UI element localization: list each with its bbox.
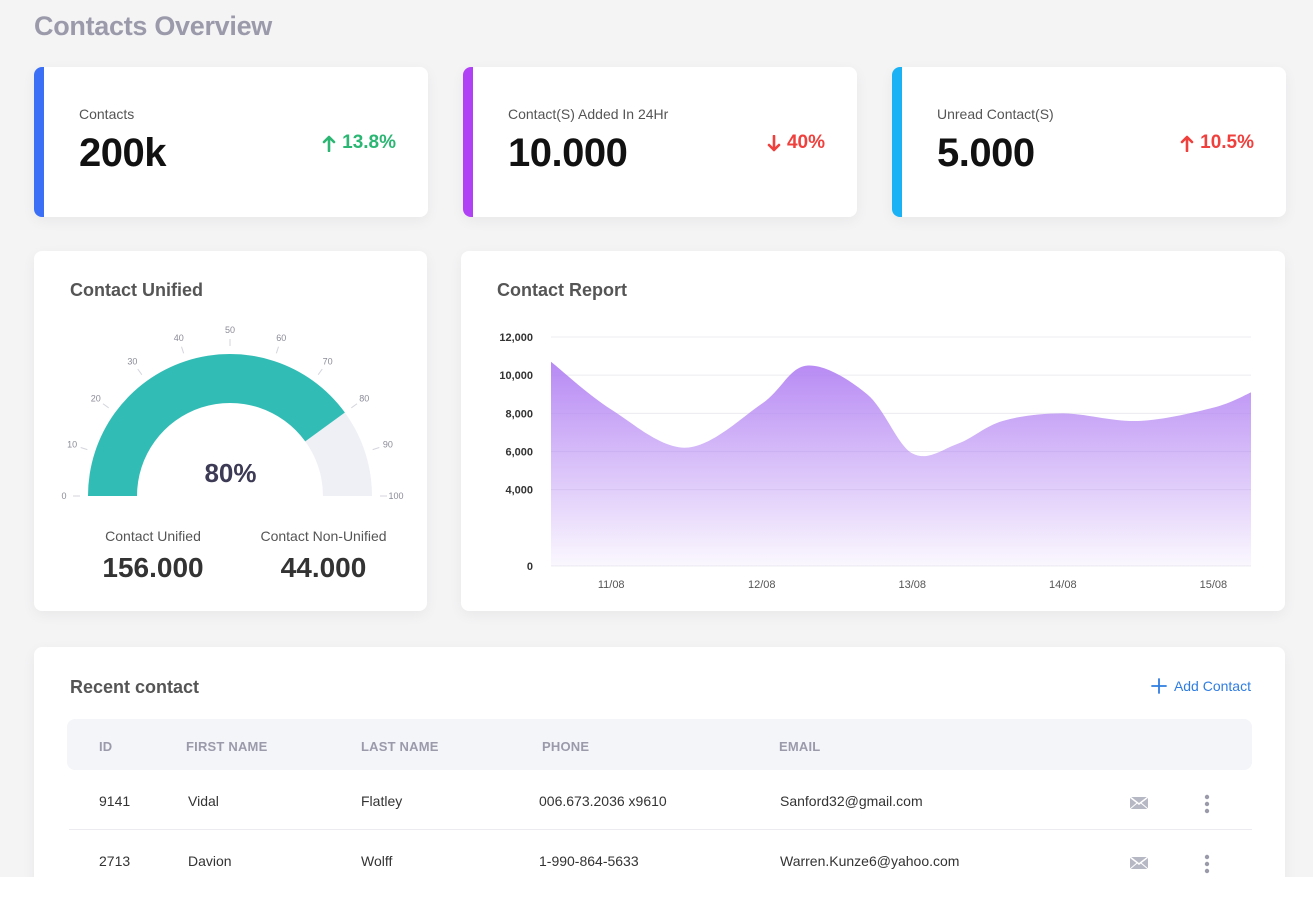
cell-last-name: Wolff (361, 853, 393, 869)
gauge-tick (80, 447, 88, 451)
y-tick-label: 12,000 (499, 332, 533, 344)
cell-id: 9141 (99, 793, 131, 809)
card-title: Contact Report (497, 280, 627, 300)
stat-card-added-24hr: Contact(S) Added In 24Hr 10.000 40% (463, 67, 857, 217)
stat-delta-value: 10.5% (1200, 132, 1254, 153)
cell-first-name: Davion (188, 853, 232, 869)
gauge-tick-label: 50 (225, 325, 235, 335)
stat-label: Contact(S) Added In 24Hr (508, 106, 669, 122)
gauge-tick-label: 70 (323, 357, 333, 367)
x-tick-label: 12/08 (748, 579, 776, 591)
legend-value: 156.000 (102, 552, 204, 583)
cell-email: Warren.Kunze6@yahoo.com (780, 853, 960, 869)
y-tick-label: 0 (527, 561, 533, 573)
more-vertical-icon[interactable] (1204, 854, 1210, 874)
unified-gauge: 0 10 20 30 40 50 60 70 80 90 100 (61, 325, 403, 501)
stat-value: 10.000 (508, 131, 628, 175)
stat-delta: 10.5% (1180, 132, 1254, 154)
gauge-tick (351, 403, 358, 409)
gauge-tick-label: 30 (127, 357, 137, 367)
gauge-tick (275, 346, 279, 354)
plus-icon (1151, 678, 1167, 694)
stat-accent-bar (34, 67, 44, 217)
legend-value: 44.000 (280, 552, 367, 583)
gauge-tick (372, 447, 380, 451)
gauge-tick (317, 368, 323, 375)
gauge-percent: 80% (204, 458, 257, 488)
column-header-first-name: FIRST NAME (186, 739, 268, 754)
column-header-last-name: LAST NAME (361, 739, 439, 754)
column-header-id: ID (99, 739, 113, 754)
table-header: ID FIRST NAME LAST NAME PHONE EMAIL (67, 719, 1252, 770)
cell-phone: 006.673.2036 x9610 (539, 793, 667, 809)
legend-label: Contact Non-Unified (260, 528, 387, 544)
legend-non-unified: Contact Non-Unified 44.000 (241, 528, 406, 584)
gauge-tick-label: 20 (91, 393, 101, 403)
card-title: Contact Unified (70, 280, 203, 300)
table-row[interactable]: 2713 Davion Wolff 1-990-864-5633 Warren.… (69, 830, 1252, 877)
gauge-tick-label: 80 (359, 393, 369, 403)
add-contact-button[interactable]: Add Contact (1151, 678, 1251, 694)
contact-unified-card: Contact Unified 0 10 20 30 40 50 60 70 80 90 100 8… (34, 251, 427, 611)
legend-label: Contact Unified (105, 528, 201, 544)
add-contact-label: Add Contact (1173, 678, 1251, 694)
gauge-fill (88, 354, 345, 496)
mail-icon[interactable] (1129, 796, 1149, 810)
mail-icon[interactable] (1129, 856, 1149, 870)
more-vertical-icon[interactable] (1204, 794, 1210, 814)
y-tick-label: 4,000 (505, 485, 533, 497)
stat-accent-bar (892, 67, 902, 217)
arrow-up-icon (1180, 135, 1194, 152)
stat-delta: 40% (767, 132, 825, 154)
stat-delta-value: 40% (786, 132, 825, 153)
stat-value: 200k (79, 131, 166, 175)
legend-unified: Contact Unified 156.000 (54, 528, 252, 584)
cell-id: 2713 (99, 853, 131, 869)
card-title: Recent contact (70, 677, 200, 697)
stat-label: Unread Contact(S) (937, 106, 1054, 122)
stat-delta: 13.8% (322, 132, 396, 154)
gauge-tick (102, 403, 109, 409)
x-tick-label: 14/08 (1049, 579, 1077, 591)
gauge-tick-label: 0 (61, 491, 66, 501)
y-tick-label: 8,000 (505, 408, 533, 420)
gauge-tick (137, 368, 143, 375)
x-tick-label: 13/08 (899, 579, 927, 591)
page-title: Contacts Overview (34, 11, 272, 41)
gauge-tick-label: 100 (388, 491, 403, 501)
contact-report-chart: 0 4,000 6,000 8,000 10,000 12,000 11/08 12/08 13… (499, 332, 1251, 591)
gauge-tick-label: 60 (276, 333, 286, 343)
stat-card-contacts: Contacts 200k 13.8% (34, 67, 428, 217)
y-tick-label: 6,000 (505, 447, 533, 459)
y-tick-label: 10,000 (499, 370, 533, 382)
table-row[interactable]: 9141 Vidal Flatley 006.673.2036 x9610 Sa… (69, 770, 1252, 830)
cell-last-name: Flatley (361, 793, 403, 809)
cell-phone: 1-990-864-5633 (539, 853, 639, 869)
x-tick-label: 11/08 (598, 579, 625, 591)
stat-delta-value: 13.8% (342, 132, 396, 153)
contact-report-card: 0 4,000 6,000 8,000 10,000 12,000 11/08 12/08 13… (461, 251, 1285, 611)
cell-first-name: Vidal (188, 793, 219, 809)
column-header-email: EMAIL (779, 739, 821, 754)
stat-accent-bar (463, 67, 473, 217)
stat-label: Contacts (79, 106, 135, 122)
gauge-tick-label: 40 (174, 333, 184, 343)
column-header-phone: PHONE (542, 739, 590, 754)
stat-card-unread: Unread Contact(S) 5.000 10.5% (892, 67, 1286, 217)
arrow-down-icon (767, 134, 781, 151)
gauge-tick (181, 346, 185, 354)
gauge-tick-label: 10 (67, 440, 77, 450)
area-series (551, 361, 1251, 566)
app: Contacts Overview Contacts 200k 13.8% Co… (0, 0, 1313, 877)
gauge-tick-label: 90 (383, 440, 393, 450)
recent-contact-card: Recent contact Add Contact ID FIRST NAME… (34, 647, 1285, 877)
x-tick-label: 15/08 (1200, 579, 1228, 591)
stat-value: 5.000 (937, 131, 1035, 175)
arrow-up-icon (322, 135, 336, 152)
cell-email: Sanford32@gmail.com (780, 793, 923, 809)
